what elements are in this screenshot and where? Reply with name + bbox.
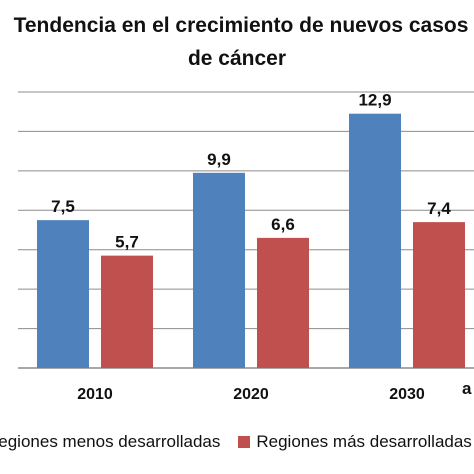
x-tick-label: 2030 xyxy=(389,386,425,403)
bar xyxy=(257,237,309,368)
legend-label-mas: Regiones más desarrolladas xyxy=(256,432,472,451)
legend-item-menos: Regiones menos desarrolladas xyxy=(0,432,220,452)
data-label: 7,5 xyxy=(51,197,75,216)
data-label: 6,6 xyxy=(271,215,295,234)
x-tick-label: 2010 xyxy=(77,386,113,403)
legend-swatch-mas xyxy=(238,436,251,448)
data-label: 7,4 xyxy=(427,199,451,218)
x-axis-unit-label: a xyxy=(462,379,472,398)
chart-title-line-1: Tendencia en el crecimiento de nuevos ca… xyxy=(13,14,469,37)
legend-label-menos: Regiones menos desarrolladas xyxy=(0,432,221,451)
chart-title-line-2: de cáncer xyxy=(187,47,287,70)
legend-item-mas: Regiones más desarrolladas xyxy=(238,432,472,452)
bar xyxy=(193,172,245,368)
x-tick-label: 2020 xyxy=(233,386,269,403)
bar xyxy=(37,220,89,368)
data-label: 9,9 xyxy=(207,150,231,169)
bar xyxy=(413,222,465,368)
data-label: 5,7 xyxy=(115,233,139,252)
bar xyxy=(349,113,401,368)
bar xyxy=(101,255,153,368)
legend: Regiones menos desarrolladas Regiones má… xyxy=(0,432,472,452)
data-label: 12,9 xyxy=(358,91,391,110)
